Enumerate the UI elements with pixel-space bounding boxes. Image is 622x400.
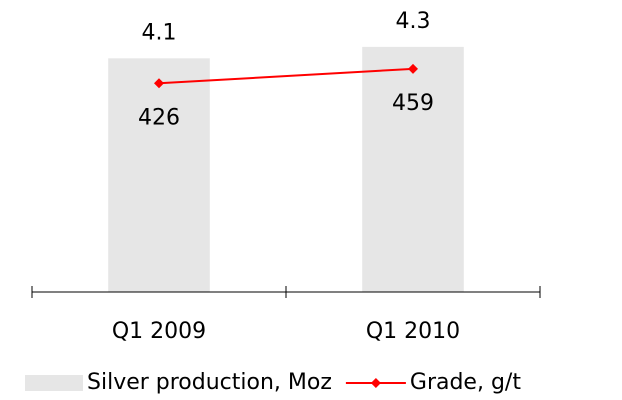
line-value-label: 426 xyxy=(138,105,180,130)
bar-value-label: 4.1 xyxy=(142,20,177,45)
x-tick-label: Q1 2009 xyxy=(112,319,206,344)
line xyxy=(158,67,414,85)
legend-marker xyxy=(370,378,381,388)
legend-label: Silver production, Moz xyxy=(87,370,332,395)
line-value-label: 459 xyxy=(392,91,434,116)
legend-label: Grade, g/t xyxy=(410,370,521,395)
bar xyxy=(362,46,464,293)
line-marker xyxy=(154,78,164,89)
bar-value-label: 4.3 xyxy=(396,9,431,34)
legend-swatch xyxy=(25,375,83,391)
line-marker xyxy=(408,63,418,74)
x-tick-label: Q1 2010 xyxy=(366,319,460,344)
bar xyxy=(108,58,210,292)
